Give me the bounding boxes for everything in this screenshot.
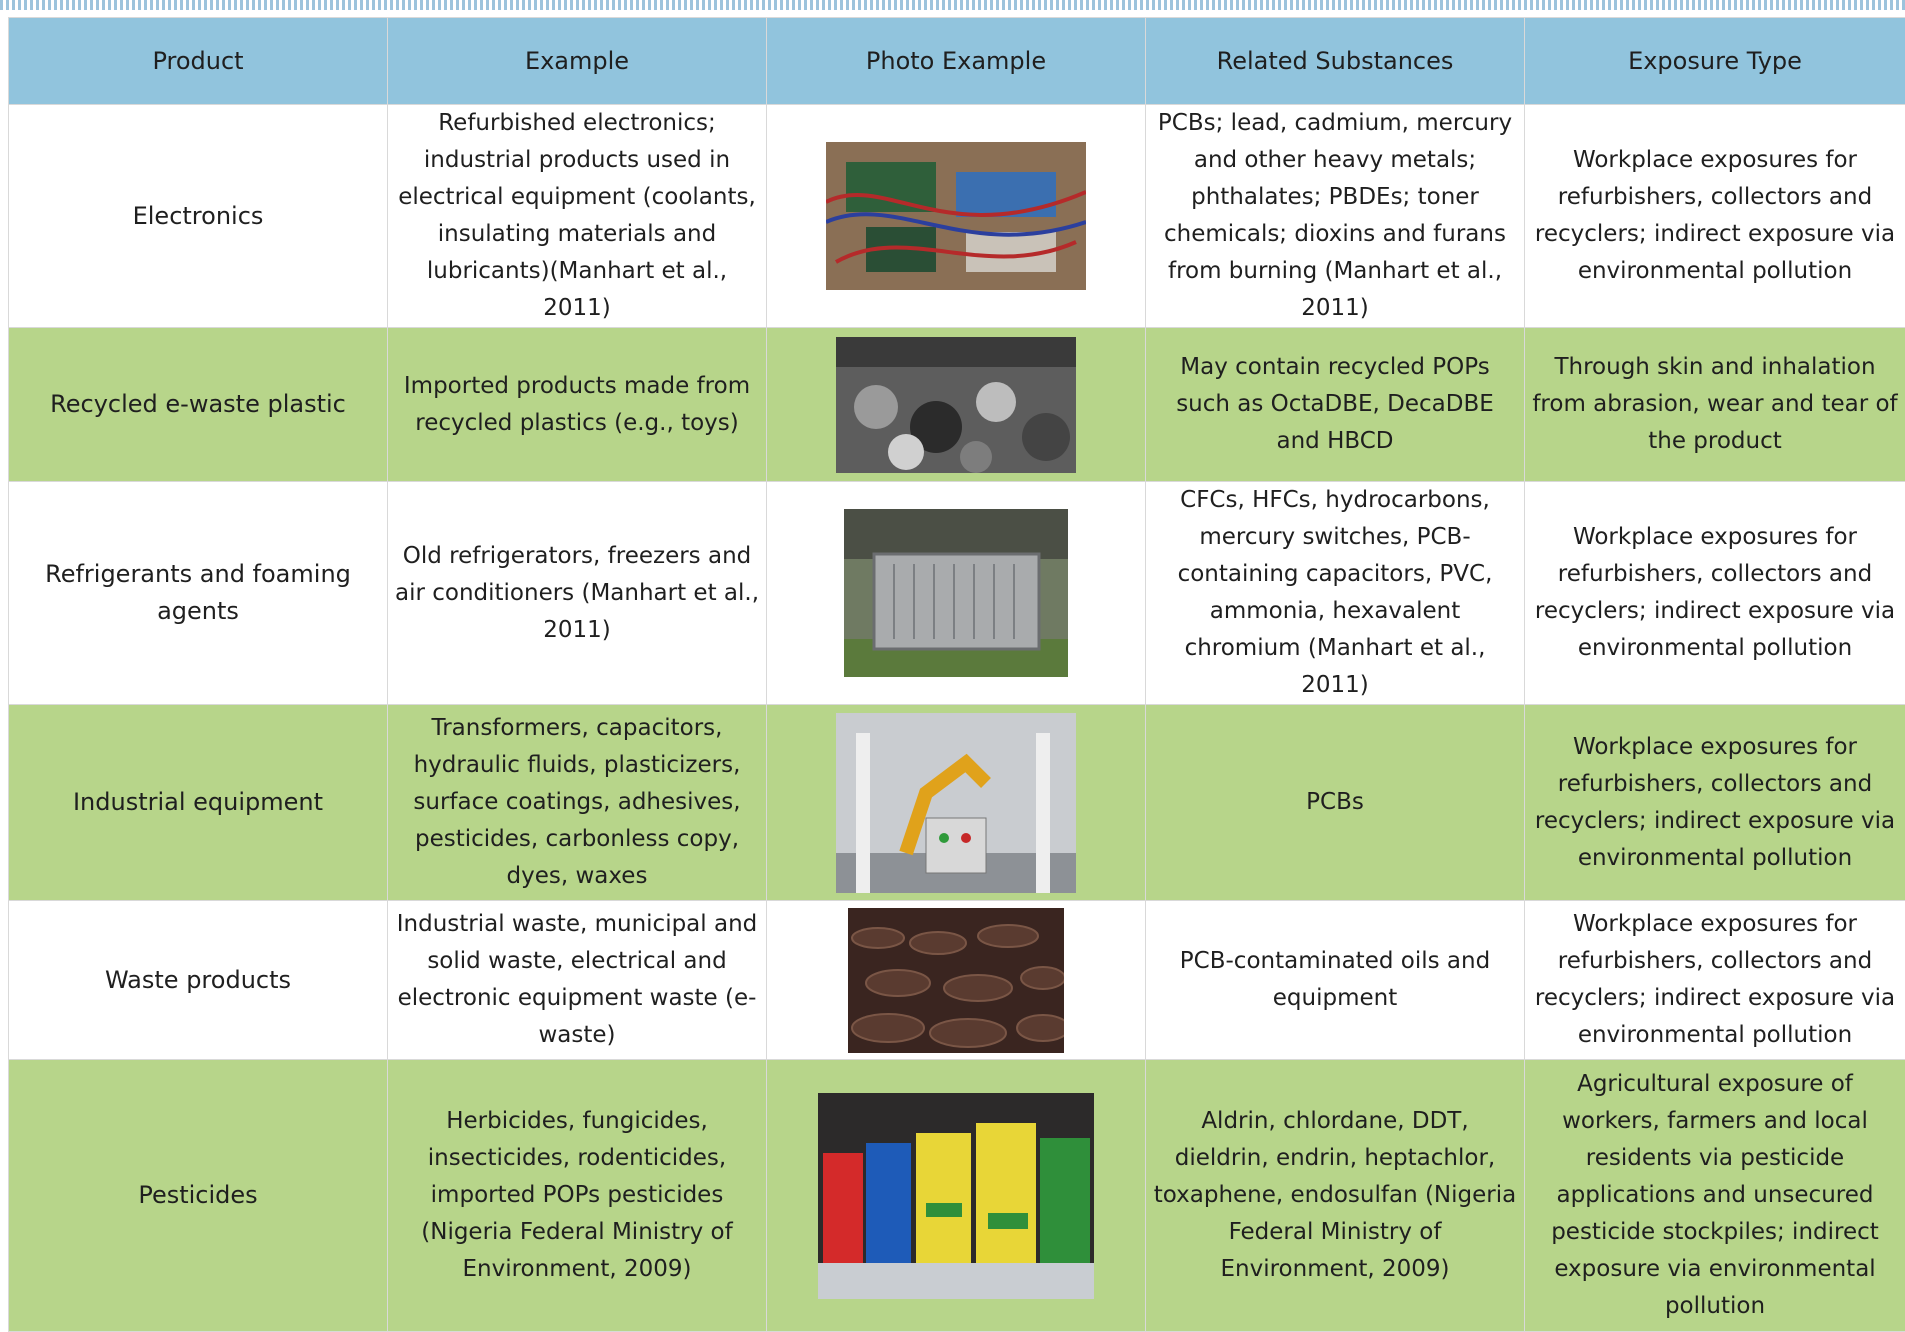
product: Industrial equipment (9, 705, 388, 901)
header-cell: Photo Example (767, 18, 1146, 105)
row: Pesticides Herbicides, fungicides, insec… (9, 1060, 1905, 1332)
exposure: Workplace exposures for refurbishers, co… (1525, 105, 1905, 328)
product: Pesticides (9, 1060, 388, 1332)
exposure: Through skin and inhalation from abrasio… (1525, 328, 1905, 482)
exposure: Agricultural exposure of workers, farmer… (1525, 1060, 1905, 1332)
row: Industrial equipment Transformers, capac… (9, 705, 1905, 901)
photo-cell (767, 1060, 1146, 1332)
example: Imported products made from recycled pla… (388, 328, 767, 482)
substances: May contain recycled POPs such as OctaDB… (1146, 328, 1525, 482)
product-table: Product Example Photo Example Related Su… (8, 17, 1905, 1332)
substances: PCB-contaminated oils and equipment (1146, 901, 1525, 1060)
exposure: Workplace exposures for refurbishers, co… (1525, 705, 1905, 901)
example: Herbicides, fungicides, insecticides, ro… (388, 1060, 767, 1332)
substances: PCBs (1146, 705, 1525, 901)
header-cell: Product (9, 18, 388, 105)
row: Waste products Industrial waste, municip… (9, 901, 1905, 1060)
photo (836, 713, 1076, 893)
photo (818, 1093, 1094, 1299)
photo (826, 142, 1086, 290)
substances: Aldrin, chlordane, DDT, dieldrin, endrin… (1146, 1060, 1525, 1332)
example: Refurbished electronics; industrial prod… (388, 105, 767, 328)
example: Industrial waste, municipal and solid wa… (388, 901, 767, 1060)
row: Refrigerants and foaming agents Old refr… (9, 482, 1905, 705)
product: Electronics (9, 105, 388, 328)
photo (836, 337, 1076, 473)
example: Old refrigerators, freezers and air cond… (388, 482, 767, 705)
product: Refrigerants and foaming agents (9, 482, 388, 705)
top-border (0, 0, 1905, 10)
photo-cell (767, 482, 1146, 705)
photo-cell (767, 705, 1146, 901)
photo (848, 908, 1064, 1053)
photo-cell (767, 901, 1146, 1060)
photo-cell (767, 105, 1146, 328)
page: Product Example Photo Example Related Su… (0, 0, 1905, 1283)
photo-cell (767, 328, 1146, 482)
row: Recycled e-waste plastic Imported produc… (9, 328, 1905, 482)
example: Transformers, capacitors, hydraulic flui… (388, 705, 767, 901)
photo (844, 509, 1068, 677)
product: Waste products (9, 901, 388, 1060)
row: Electronics Refurbished electronics; ind… (9, 105, 1905, 328)
substances: PCBs; lead, cadmium, mercury and other h… (1146, 105, 1525, 328)
header-cell: Example (388, 18, 767, 105)
exposure: Workplace exposures for refurbishers, co… (1525, 482, 1905, 705)
header-row: Product Example Photo Example Related Su… (9, 18, 1905, 105)
substances: CFCs, HFCs, hydrocarbons, mercury switch… (1146, 482, 1525, 705)
exposure: Workplace exposures for refurbishers, co… (1525, 901, 1905, 1060)
product: Recycled e-waste plastic (9, 328, 388, 482)
header-cell: Exposure Type (1525, 18, 1905, 105)
header-cell: Related Substances (1146, 18, 1525, 105)
